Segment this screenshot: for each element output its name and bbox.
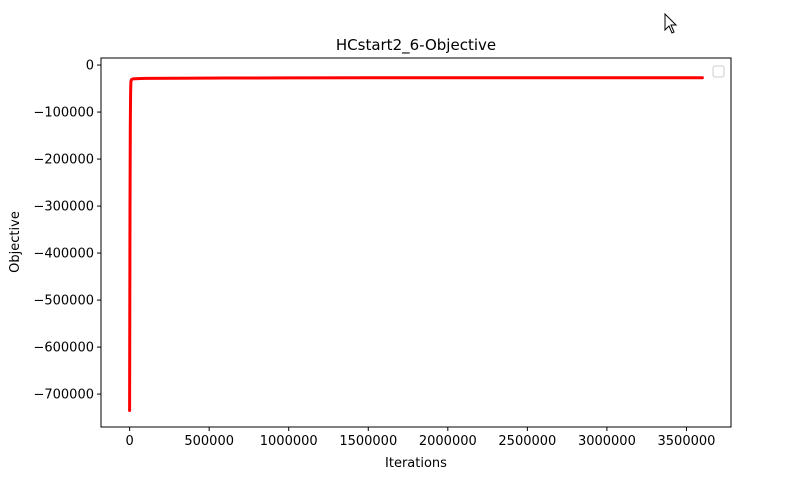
x-axis: 0 500000 1000000 1500000 2000000 2500000 30000… xyxy=(125,427,715,449)
x-tick-label: 2500000 xyxy=(498,434,556,449)
series-line xyxy=(128,76,704,412)
chart-title: HCstart2_6-Objective xyxy=(336,36,496,55)
y-tick-label: 0 xyxy=(86,59,94,74)
x-tick-label: 0 xyxy=(125,434,133,449)
y-tick-label: −100000 xyxy=(33,106,94,121)
x-tick-label: 1000000 xyxy=(260,434,318,449)
y-tick-label: −600000 xyxy=(33,341,94,356)
y-axis-label: Objective xyxy=(8,211,23,273)
y-tick-label: −700000 xyxy=(33,388,94,403)
y-axis: 0 −100000 −200000 −300000 −400000 −500000 −600… xyxy=(33,59,101,403)
series-layer xyxy=(128,76,704,412)
y-tick-label: −300000 xyxy=(33,200,94,215)
mouse-pointer-icon xyxy=(664,13,678,34)
x-tick-label: 3500000 xyxy=(658,434,716,449)
x-tick-label: 1500000 xyxy=(339,434,397,449)
x-axis-label: Iterations xyxy=(385,456,447,471)
y-tick-label: −500000 xyxy=(33,294,94,309)
x-tick-label: 500000 xyxy=(184,434,234,449)
plot-area xyxy=(100,57,732,428)
y-tick-label: −400000 xyxy=(33,247,94,262)
y-tick-label: −200000 xyxy=(33,153,94,168)
legend-box xyxy=(712,65,725,78)
x-tick-label: 2000000 xyxy=(419,434,477,449)
x-tick-label: 3000000 xyxy=(578,434,636,449)
